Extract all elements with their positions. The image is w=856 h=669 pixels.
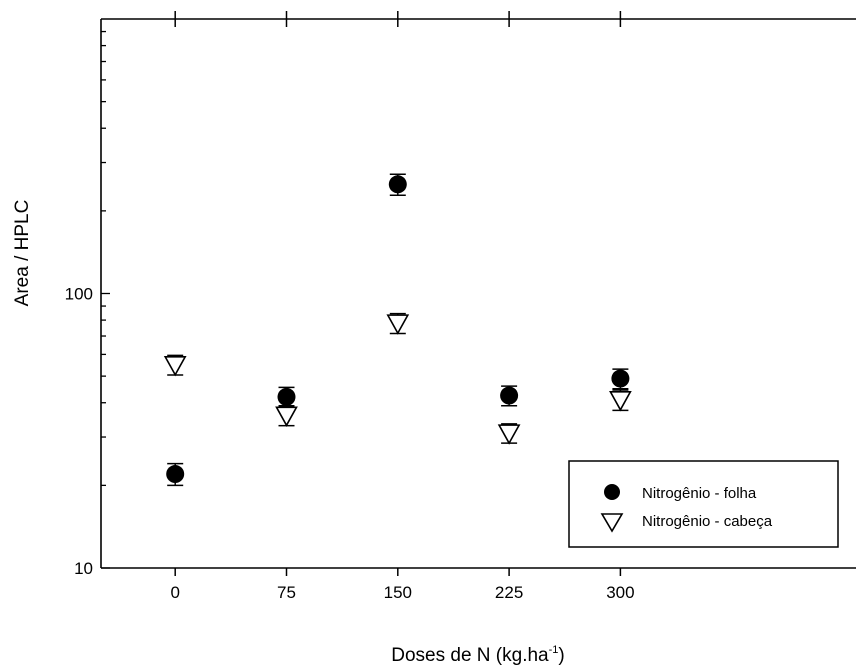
data-point [386,314,410,335]
x-tick-label: 150 [384,583,412,602]
x-axis-title-close: ) [558,645,564,666]
data-point [497,424,521,445]
data-point [611,369,630,388]
y-tick-label: 100 [65,285,93,304]
x-tick-label: 300 [606,583,634,602]
legend-marker-folha [604,484,620,500]
data-point [388,175,407,194]
legend-marker-cabeca [600,513,624,533]
x-axis-title: Doses de N (kg.ha-1) [391,644,564,666]
data-point [163,355,187,377]
series-folha [166,173,630,487]
axes: 0 75 150 225 300 10 100 [65,11,856,602]
y-axis-title: Area / HPLC [12,200,33,307]
data-point [166,465,185,484]
y-tick-label: 10 [74,559,93,578]
x-tick-label: 225 [495,583,523,602]
legend-box [568,460,839,548]
legend-label-folha: Nitrogênio - folha [642,485,757,502]
x-axis-title-sup: -1 [549,644,559,656]
data-point [500,386,519,405]
x-axis-title-main: Doses de N (kg.ha [391,645,549,666]
legend-label-cabeca: Nitrogênio - cabeça [642,513,773,530]
legend: Nitrogênio - folha Nitrogênio - cabeça [568,460,839,548]
series-cabeca [163,312,632,445]
data-point [609,390,632,412]
x-tick-label: 0 [170,583,179,602]
data-point [277,387,296,406]
x-tick-label: 75 [277,583,296,602]
series-layer [163,173,632,487]
data-point [275,406,298,427]
